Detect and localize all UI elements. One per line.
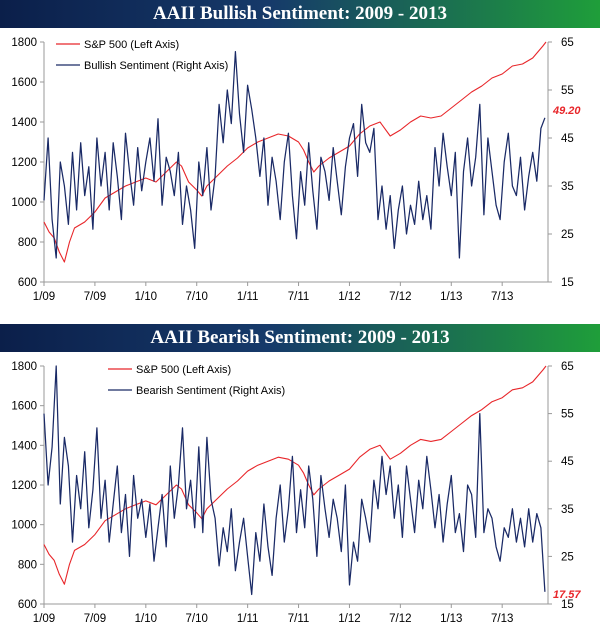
y-left-tick-label: 1800 (11, 361, 37, 373)
y-right-tick-label: 55 (561, 85, 574, 97)
x-tick-label: 7/12 (389, 291, 411, 303)
x-tick-label: 7/10 (186, 613, 208, 625)
end-value-label: 17.57 (553, 589, 581, 601)
y-right-tick-label: 65 (561, 37, 574, 49)
end-value-label: 49.20 (552, 105, 581, 117)
y-right-tick-label: 15 (561, 277, 574, 289)
x-tick-label: 7/13 (491, 613, 513, 625)
x-tick-label: 7/12 (389, 613, 411, 625)
x-tick-label: 7/11 (288, 613, 310, 625)
sentiment-line (43, 365, 546, 596)
legend-label: S&P 500 (Left Axis) (136, 364, 231, 376)
x-tick-label: 7/09 (84, 291, 106, 303)
x-tick-label: 7/10 (186, 291, 208, 303)
y-right-tick-label: 65 (561, 361, 574, 373)
x-tick-label: 1/11 (237, 291, 259, 303)
y-right-tick-label: 35 (561, 504, 574, 516)
legend-label: Bearish Sentiment (Right Axis) (136, 385, 285, 397)
sentiment-line (43, 50, 546, 259)
y-left-tick-label: 1200 (11, 157, 37, 169)
y-right-tick-label: 15 (561, 599, 574, 611)
bearish-chart-plot: 600 800 1000 1200 1400 1600 1800 15 25 35 45 55 65 1/… (11, 361, 581, 625)
y-left-tick-label: 1600 (11, 401, 37, 413)
y-left-tick-label: 600 (18, 277, 37, 289)
chart-title: AAII Bullish Sentiment: 2009 - 2013 (0, 0, 600, 28)
x-tick-label: 1/11 (237, 613, 259, 625)
x-tick-label: 1/12 (338, 613, 360, 625)
x-tick-label: 1/09 (33, 291, 55, 303)
y-right-tick-label: 25 (561, 551, 574, 563)
y-left-tick-label: 1600 (11, 77, 37, 89)
y-right-tick-label: 25 (561, 229, 574, 241)
bullish-chart-plot: 600 800 1000 1200 1400 1600 1800 15 25 35 45 55 65 1/… (11, 37, 581, 303)
x-tick-label: 7/13 (491, 291, 513, 303)
y-left-tick-label: 1000 (11, 520, 37, 532)
y-right-tick-label: 55 (561, 409, 574, 421)
y-left-tick-label: 1400 (11, 440, 37, 452)
y-left-tick-label: 1200 (11, 480, 37, 492)
chart-title: AAII Bearish Sentiment: 2009 - 2013 (0, 324, 600, 352)
y-left-tick-label: 1800 (11, 37, 37, 49)
y-left-tick-label: 1000 (11, 197, 37, 209)
y-left-tick-label: 800 (18, 237, 37, 249)
y-left-tick-label: 600 (18, 599, 37, 611)
bearish-chart-panel: AAII Bearish Sentiment: 2009 - 2013 600 8… (0, 324, 600, 635)
y-right-tick-label: 45 (561, 456, 574, 468)
x-tick-label: 1/12 (338, 291, 360, 303)
x-tick-label: 1/10 (135, 291, 157, 303)
y-left-tick-label: 800 (18, 559, 37, 571)
x-tick-label: 1/13 (440, 291, 462, 303)
y-right-tick-label: 45 (561, 133, 574, 145)
y-left-tick-label: 1400 (11, 117, 37, 129)
x-tick-label: 7/09 (84, 613, 106, 625)
x-tick-label: 7/11 (288, 291, 310, 303)
legend-label: Bullish Sentiment (Right Axis) (84, 60, 228, 72)
sp500-line (43, 365, 547, 585)
bullish-chart-panel: AAII Bullish Sentiment: 2009 - 2013 600 8… (0, 0, 600, 303)
x-tick-label: 1/09 (33, 613, 55, 625)
y-right-tick-label: 35 (561, 181, 574, 193)
x-tick-label: 1/10 (135, 613, 157, 625)
legend-label: S&P 500 (Left Axis) (84, 39, 179, 51)
x-tick-label: 1/13 (440, 613, 462, 625)
